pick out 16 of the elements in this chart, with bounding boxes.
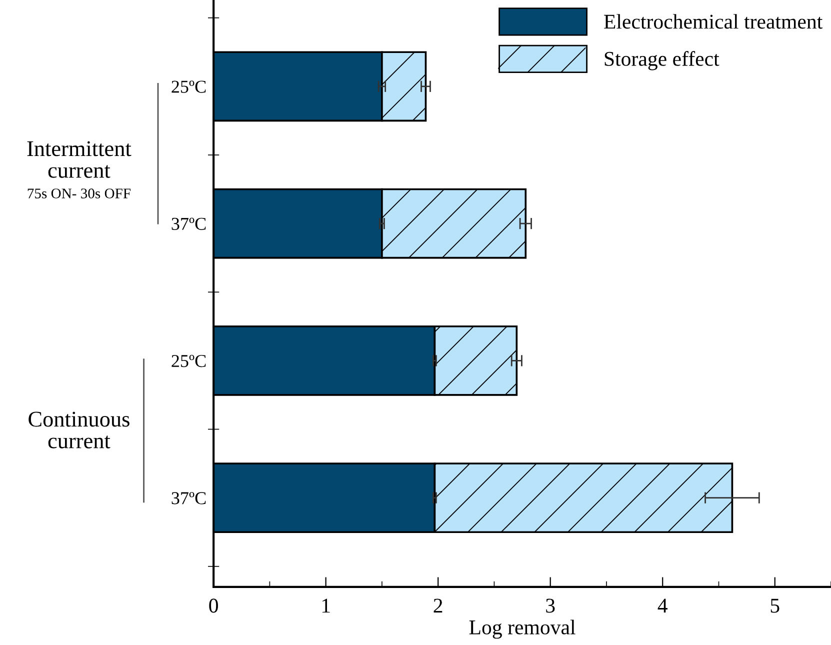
legend-label: Storage effect (604, 51, 720, 70)
y-tick-label: 25ºC (172, 80, 206, 93)
text: 75s ON- 30s OFF (28, 188, 131, 198)
y-tick-label: 25ºC (172, 354, 206, 368)
x-tick-label: 0 (209, 598, 218, 613)
x-tick-label: 3 (546, 598, 555, 613)
legend-label: Electrochemical treatment (604, 14, 823, 29)
x-tick-label: 5 (770, 598, 780, 613)
y-tick-label: 37ºC (172, 492, 206, 504)
text: Continuous current (28, 412, 130, 448)
x-tick-label: 4 (658, 598, 668, 613)
x-tick-label: 2 (434, 598, 442, 613)
text: Intermittent current (27, 141, 132, 178)
x-axis-title: Log removal (469, 620, 576, 639)
y-tick-label: 37ºC (172, 218, 206, 230)
x-tick-label: 1 (322, 598, 330, 613)
